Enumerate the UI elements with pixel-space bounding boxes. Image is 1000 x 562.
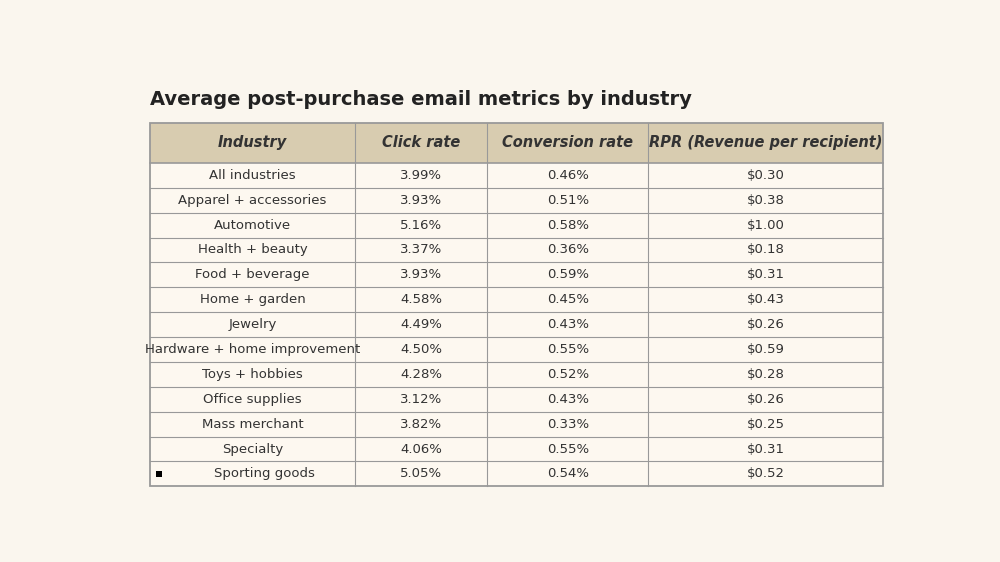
Text: 3.37%: 3.37% (400, 243, 442, 256)
Text: 3.99%: 3.99% (400, 169, 442, 182)
Text: 0.55%: 0.55% (547, 343, 589, 356)
Text: $0.18: $0.18 (747, 243, 785, 256)
Text: $0.52: $0.52 (747, 468, 785, 481)
Text: Jewelry: Jewelry (228, 318, 277, 331)
Text: 4.06%: 4.06% (400, 442, 442, 456)
Text: 3.82%: 3.82% (400, 418, 442, 430)
Text: 4.28%: 4.28% (400, 368, 442, 381)
Text: 0.58%: 0.58% (547, 219, 589, 232)
Text: 5.05%: 5.05% (400, 468, 442, 481)
Text: Home + garden: Home + garden (200, 293, 305, 306)
Bar (150, 461, 883, 486)
Bar (150, 412, 883, 437)
Text: 4.49%: 4.49% (400, 318, 442, 331)
Text: 0.33%: 0.33% (547, 418, 589, 430)
Bar (150, 337, 883, 362)
Text: 0.59%: 0.59% (547, 269, 589, 282)
Text: Automotive: Automotive (214, 219, 291, 232)
Text: $1.00: $1.00 (747, 219, 785, 232)
Bar (150, 362, 883, 387)
Text: $0.30: $0.30 (747, 169, 785, 182)
Text: 0.45%: 0.45% (547, 293, 589, 306)
Text: Sporting goods: Sporting goods (214, 468, 315, 481)
Text: Industry: Industry (218, 135, 287, 151)
Text: $0.38: $0.38 (747, 194, 785, 207)
Text: $0.28: $0.28 (747, 368, 785, 381)
Text: Health + beauty: Health + beauty (198, 243, 307, 256)
Text: Mass merchant: Mass merchant (202, 418, 303, 430)
Text: $0.26: $0.26 (747, 393, 785, 406)
Text: Office supplies: Office supplies (203, 393, 302, 406)
Text: 0.36%: 0.36% (547, 243, 589, 256)
Bar (150, 387, 883, 412)
Bar (150, 437, 883, 461)
Text: 0.43%: 0.43% (547, 318, 589, 331)
Bar (150, 238, 883, 262)
Text: Hardware + home improvement: Hardware + home improvement (145, 343, 360, 356)
Text: 4.50%: 4.50% (400, 343, 442, 356)
Text: All industries: All industries (209, 169, 296, 182)
Bar (150, 287, 883, 312)
Text: 0.51%: 0.51% (547, 194, 589, 207)
Text: 0.46%: 0.46% (547, 169, 589, 182)
Text: $0.43: $0.43 (747, 293, 785, 306)
Bar (150, 163, 883, 188)
Bar (150, 262, 883, 287)
Text: 4.58%: 4.58% (400, 293, 442, 306)
Bar (150, 312, 883, 337)
Text: Click rate: Click rate (382, 135, 460, 151)
Text: 0.54%: 0.54% (547, 468, 589, 481)
Text: 0.43%: 0.43% (547, 393, 589, 406)
Text: 3.93%: 3.93% (400, 194, 442, 207)
Text: $0.31: $0.31 (747, 442, 785, 456)
Bar (150, 212, 883, 238)
Text: Apparel + accessories: Apparel + accessories (178, 194, 327, 207)
Text: $0.26: $0.26 (747, 318, 785, 331)
Text: 0.55%: 0.55% (547, 442, 589, 456)
Text: Conversion rate: Conversion rate (502, 135, 633, 151)
Text: 0.52%: 0.52% (547, 368, 589, 381)
Text: $0.31: $0.31 (747, 269, 785, 282)
Text: Food + beverage: Food + beverage (195, 269, 310, 282)
Text: Specialty: Specialty (222, 442, 283, 456)
Text: Average post-purchase email metrics by industry: Average post-purchase email metrics by i… (150, 89, 692, 108)
Bar (150, 123, 883, 163)
Bar (150, 188, 883, 212)
Text: 3.93%: 3.93% (400, 269, 442, 282)
Text: 3.12%: 3.12% (400, 393, 442, 406)
Text: Toys + hobbies: Toys + hobbies (202, 368, 303, 381)
Text: $0.25: $0.25 (747, 418, 785, 430)
Text: RPR (Revenue per recipient): RPR (Revenue per recipient) (649, 135, 882, 151)
Text: 5.16%: 5.16% (400, 219, 442, 232)
Text: $0.59: $0.59 (747, 343, 785, 356)
